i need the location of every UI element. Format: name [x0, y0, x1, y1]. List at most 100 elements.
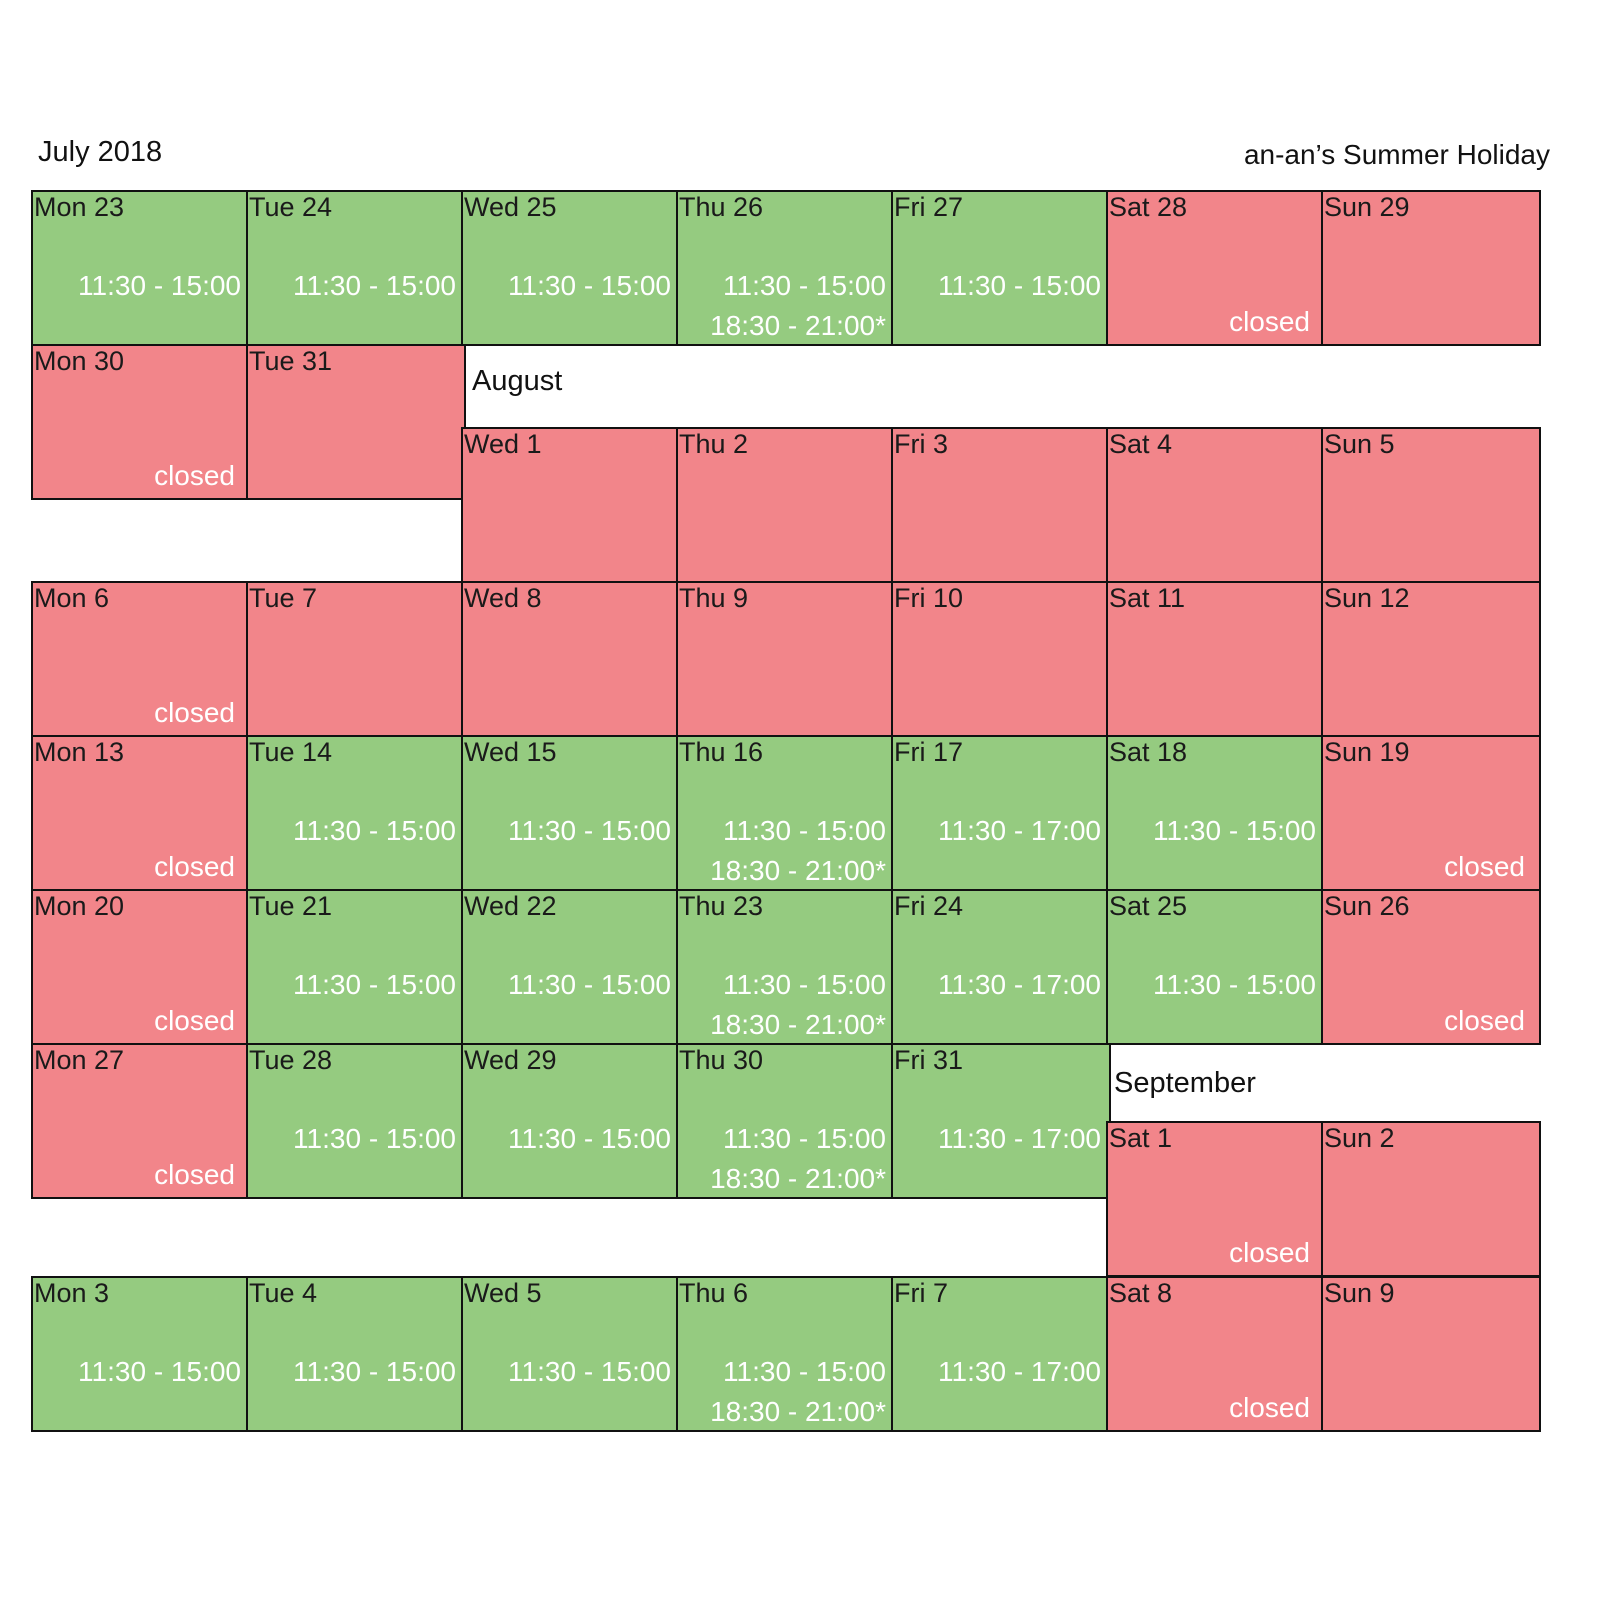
opening-hours: 11:30 - 15:00: [508, 965, 671, 1005]
closed-note: closed: [154, 1005, 235, 1036]
hours-line: 11:30 - 15:00: [723, 1356, 886, 1387]
day-label: Tue 14: [249, 737, 333, 767]
day-label: Mon 23: [34, 192, 125, 222]
day-label: Thu 6: [679, 1278, 749, 1308]
day-label: Wed 29: [464, 1045, 557, 1075]
day-cell-tue-7-15: Tue 7: [246, 581, 466, 737]
day-label: Fri 10: [894, 583, 964, 613]
day-label: Tue 21: [249, 891, 333, 921]
closed-note: closed: [1229, 306, 1310, 337]
day-cell-thu-2-10: Thu 2: [676, 427, 896, 583]
hours-line: 11:30 - 15:00: [293, 270, 456, 301]
day-cell-tue-24-1: Tue 24 11:30 - 15:00: [246, 190, 466, 346]
hours-line: 11:30 - 15:00: [508, 1123, 671, 1154]
day-label: Sat 25: [1109, 891, 1188, 921]
day-cell-thu-16-24: Thu 16 11:30 - 15:00 18:30 - 21:00*: [676, 735, 896, 891]
opening-hours: 11:30 - 15:00: [1153, 965, 1316, 1005]
day-label: Sun 12: [1324, 583, 1410, 613]
day-label: Sat 4: [1109, 429, 1173, 459]
day-cell-thu-30-38: Thu 30 11:30 - 15:00 18:30 - 21:00*: [676, 1043, 896, 1199]
closed-note: closed: [1444, 851, 1525, 882]
day-cell-fri-24-32: Fri 24 11:30 - 17:00: [891, 889, 1111, 1045]
opening-hours: 11:30 - 15:00: [293, 965, 456, 1005]
day-label: Fri 27: [894, 192, 964, 222]
closed-note: closed: [154, 697, 235, 728]
opening-hours: 11:30 - 15:00 18:30 - 21:00*: [710, 266, 886, 344]
day-cell-mon-23-0: Mon 23 11:30 - 15:00: [31, 190, 251, 346]
closed-note: closed: [154, 851, 235, 882]
day-label: Mon 20: [34, 891, 125, 921]
hours-line: 11:30 - 15:00: [723, 1123, 886, 1154]
hours-line: 11:30 - 15:00: [293, 815, 456, 846]
hours-line: 11:30 - 15:00: [508, 969, 671, 1000]
day-cell-wed-29-37: Wed 29 11:30 - 15:00: [461, 1043, 681, 1199]
day-label: Sun 2: [1324, 1123, 1395, 1153]
day-cell-tue-21-29: Tue 21 11:30 - 15:00: [246, 889, 466, 1045]
hours-line: 18:30 - 21:00*: [710, 1163, 886, 1194]
day-cell-sat-28-5: Sat 28 closed: [1106, 190, 1326, 346]
opening-hours: 11:30 - 15:00: [508, 266, 671, 306]
day-label: Sun 9: [1324, 1278, 1395, 1308]
day-label: Wed 8: [464, 583, 542, 613]
hours-line: 11:30 - 15:00: [723, 270, 886, 301]
day-label: Wed 15: [464, 737, 557, 767]
day-cell-wed-5-44: Wed 5 11:30 - 15:00: [461, 1276, 681, 1432]
hours-line: 11:30 - 15:00: [293, 1356, 456, 1387]
opening-hours: 11:30 - 15:00: [508, 1352, 671, 1392]
hours-line: 11:30 - 15:00: [293, 969, 456, 1000]
day-cell-sat-8-47: Sat 8 closed: [1106, 1276, 1326, 1432]
day-cell-wed-8-16: Wed 8: [461, 581, 681, 737]
day-cell-sun-9-48: Sun 9: [1321, 1276, 1541, 1432]
closed-note: closed: [1229, 1237, 1310, 1268]
day-cell-fri-27-4: Fri 27 11:30 - 15:00: [891, 190, 1111, 346]
opening-hours: 11:30 - 15:00: [1153, 811, 1316, 851]
day-cell-tue-14-22: Tue 14 11:30 - 15:00: [246, 735, 466, 891]
opening-hours: 11:30 - 15:00: [293, 1352, 456, 1392]
hours-line: 11:30 - 17:00: [938, 815, 1101, 846]
day-cell-mon-27-35: Mon 27 closed: [31, 1043, 251, 1199]
day-label: Fri 24: [894, 891, 964, 921]
day-cell-sat-4-12: Sat 4: [1106, 427, 1326, 583]
day-label: Wed 5: [464, 1278, 542, 1308]
month-title: July 2018: [38, 136, 163, 168]
day-cell-mon-30-7: Mon 30 closed: [31, 344, 251, 500]
day-cell-wed-22-30: Wed 22 11:30 - 15:00: [461, 889, 681, 1045]
day-label: Wed 25: [464, 192, 557, 222]
closed-note: closed: [1444, 1005, 1525, 1036]
opening-hours: 11:30 - 17:00: [938, 1119, 1101, 1159]
day-cell-mon-3-42: Mon 3 11:30 - 15:00: [31, 1276, 251, 1432]
day-label: Mon 13: [34, 737, 125, 767]
day-cell-tue-28-36: Tue 28 11:30 - 15:00: [246, 1043, 466, 1199]
hours-line: 11:30 - 15:00: [508, 270, 671, 301]
day-label: Mon 6: [34, 583, 110, 613]
day-cell-sun-12-20: Sun 12: [1321, 581, 1541, 737]
closed-note: closed: [154, 1159, 235, 1190]
day-label: Tue 7: [249, 583, 318, 613]
day-label: Wed 22: [464, 891, 557, 921]
day-cell-sat-18-26: Sat 18 11:30 - 15:00: [1106, 735, 1326, 891]
opening-hours: 11:30 - 17:00: [938, 1352, 1101, 1392]
day-label: Mon 3: [34, 1278, 110, 1308]
day-label: Fri 31: [894, 1045, 964, 1075]
day-label: Tue 24: [249, 192, 333, 222]
day-label: Sat 1: [1109, 1123, 1173, 1153]
day-label: Mon 27: [34, 1045, 125, 1075]
opening-hours: 11:30 - 15:00: [508, 811, 671, 851]
day-label: Thu 23: [679, 891, 764, 921]
opening-hours: 11:30 - 17:00: [938, 965, 1101, 1005]
hours-line: 18:30 - 21:00*: [710, 855, 886, 886]
day-cell-thu-6-45: Thu 6 11:30 - 15:00 18:30 - 21:00*: [676, 1276, 896, 1432]
day-label: Wed 1: [464, 429, 542, 459]
hours-line: 11:30 - 15:00: [508, 1356, 671, 1387]
day-label: Fri 17: [894, 737, 964, 767]
opening-hours: 11:30 - 15:00: [508, 1119, 671, 1159]
day-label: Tue 4: [249, 1278, 318, 1308]
hours-line: 11:30 - 15:00: [1153, 969, 1316, 1000]
month-label-august: August: [472, 365, 563, 397]
day-label: Sun 19: [1324, 737, 1410, 767]
day-cell-thu-23-31: Thu 23 11:30 - 15:00 18:30 - 21:00*: [676, 889, 896, 1045]
hours-line: 11:30 - 15:00: [293, 1123, 456, 1154]
hours-line: 18:30 - 21:00*: [710, 310, 886, 341]
day-cell-sun-2-41: Sun 2: [1321, 1121, 1541, 1277]
day-cell-thu-26-3: Thu 26 11:30 - 15:00 18:30 - 21:00*: [676, 190, 896, 346]
